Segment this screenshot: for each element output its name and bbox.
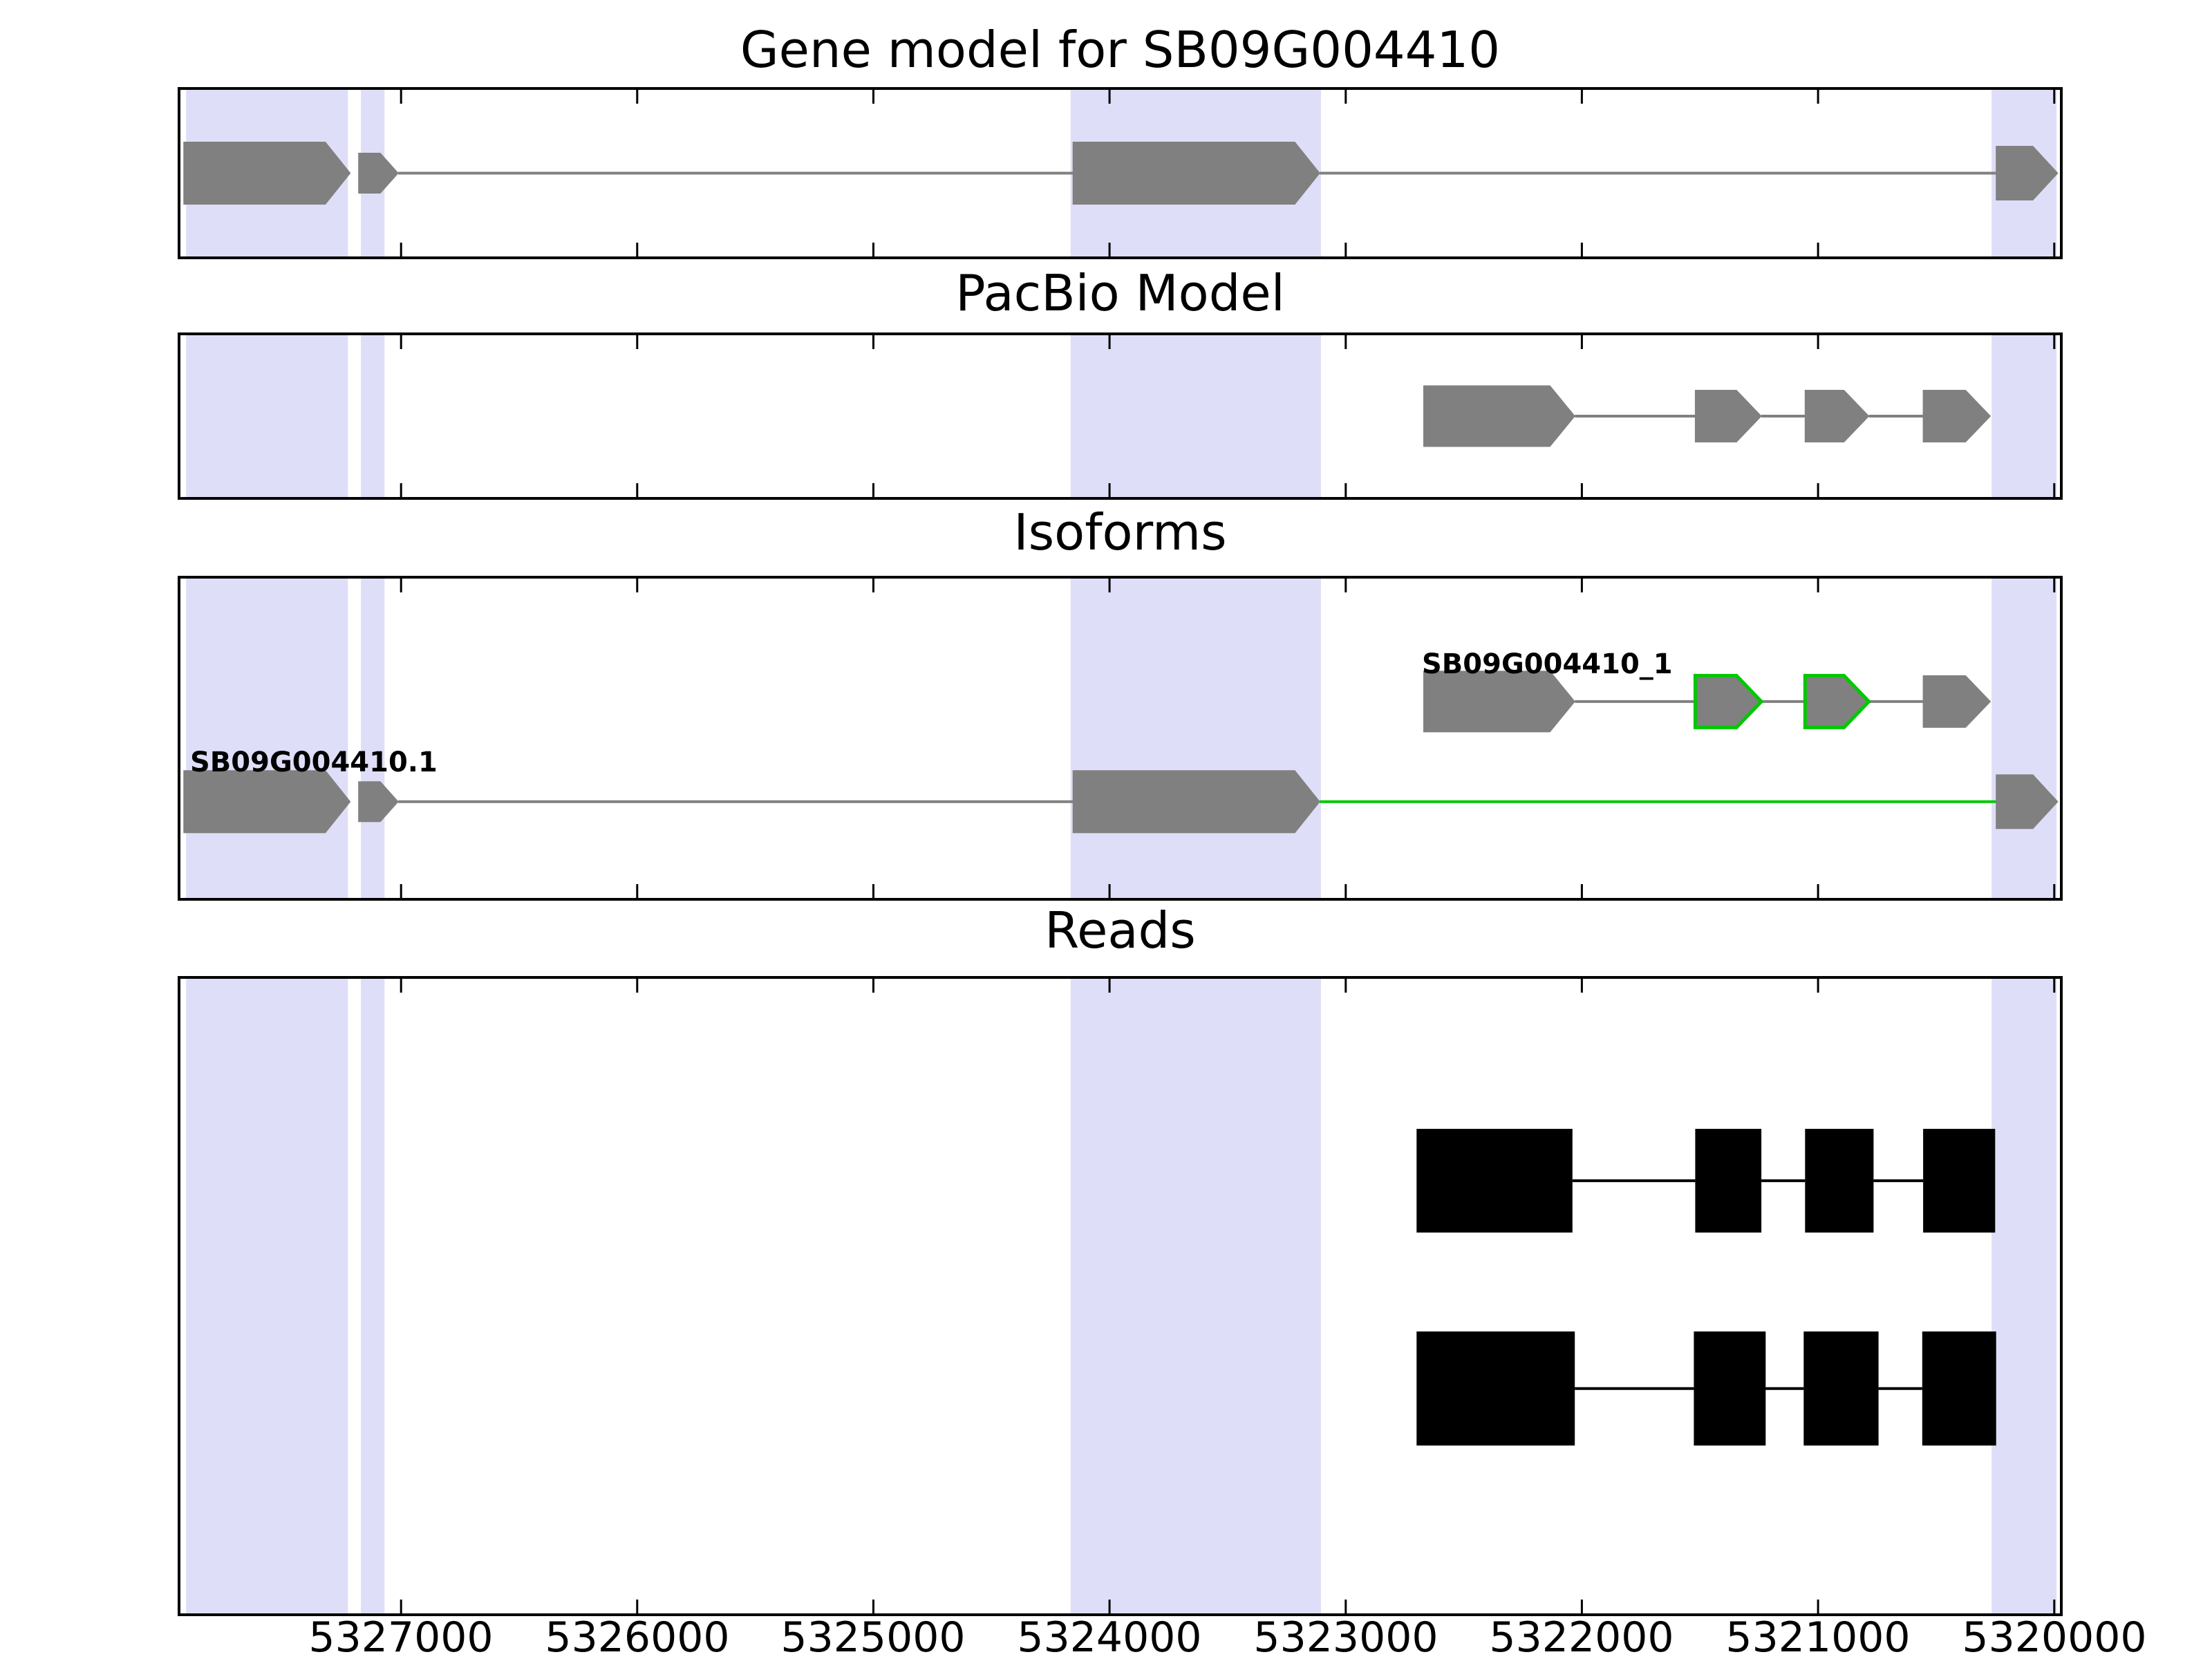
read-exon — [1803, 1331, 1879, 1446]
highlight-region — [1070, 577, 1321, 899]
panel-border — [178, 976, 2063, 1616]
x-tick-label: 5325000 — [780, 1613, 966, 1659]
x-tick-label: 5324000 — [1017, 1613, 1202, 1659]
read-exon — [1805, 1129, 1874, 1233]
highlight-region — [361, 577, 385, 899]
highlight-region — [186, 577, 348, 899]
read-exon — [1922, 1331, 1996, 1446]
panel-title-isoforms: Isoforms — [1013, 503, 1227, 561]
read-exon — [1416, 1331, 1575, 1446]
highlight-region — [361, 977, 385, 1615]
x-tick-label: 5323000 — [1253, 1613, 1438, 1659]
exon-arrow — [1804, 390, 1870, 442]
panel-title-gene-model: Gene model for SB09G004410 — [740, 21, 1501, 79]
x-tick-label: 5326000 — [545, 1613, 730, 1659]
exon-arrow — [183, 770, 351, 834]
read-exon — [1694, 1331, 1766, 1446]
exon-arrow — [1423, 671, 1575, 733]
exon-arrow — [358, 153, 399, 194]
panel-border — [178, 332, 2063, 500]
panel-border — [178, 87, 2063, 259]
exon-arrow — [358, 781, 399, 823]
exon-arrow — [1694, 390, 1762, 442]
exon-arrow — [1803, 673, 1872, 729]
isoform-label-sb09g004410.1: SB09G004410.1 — [190, 747, 438, 778]
highlight-region — [186, 334, 348, 498]
x-tick-label: 5320000 — [1962, 1613, 2147, 1659]
highlight-region — [1070, 334, 1321, 498]
highlight-region — [186, 977, 348, 1615]
highlight-region — [1991, 334, 2057, 498]
panel-title-reads: Reads — [1044, 901, 1196, 959]
highlight-region — [1991, 577, 2057, 899]
read-exon — [1695, 1129, 1762, 1233]
isoform-label-sb09g004410_1: SB09G004410_1 — [1422, 648, 1673, 680]
read-exon — [1923, 1129, 1996, 1233]
x-tick-label: 5327000 — [308, 1613, 494, 1659]
exon-arrow — [1423, 385, 1575, 447]
exon-arrow — [1996, 146, 2059, 200]
exon-arrow — [1996, 774, 2059, 830]
highlight-region — [361, 334, 385, 498]
exon-arrow — [1072, 770, 1320, 834]
highlight-region — [1991, 977, 2057, 1615]
exon-arrow — [183, 142, 351, 205]
exon-arrow — [1072, 142, 1320, 205]
exon-arrow — [1922, 390, 1991, 442]
x-tick-label: 5322000 — [1489, 1613, 1674, 1659]
panel-title-pacbio-model: PacBio Model — [955, 264, 1285, 322]
exon-arrow — [1922, 675, 1991, 728]
x-tick-label: 5321000 — [1725, 1613, 1911, 1659]
highlight-region — [1070, 977, 1321, 1615]
read-exon — [1416, 1129, 1573, 1233]
exon-arrow — [1693, 673, 1764, 729]
panel-border — [178, 576, 2063, 901]
